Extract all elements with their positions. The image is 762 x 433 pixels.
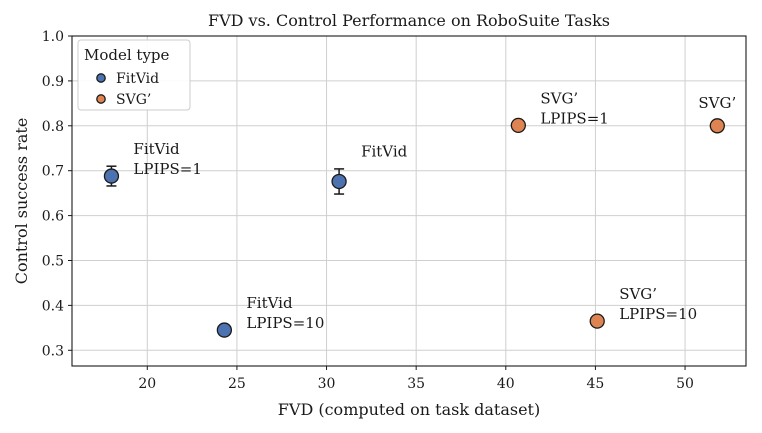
grid-lines xyxy=(72,35,746,366)
point-marker xyxy=(709,118,725,134)
point-annotation: SVG’ xyxy=(619,285,657,303)
point-annotation: FitVid xyxy=(361,142,408,160)
point-annotation: LPIPS=1 xyxy=(133,160,201,178)
x-tick-label: 35 xyxy=(407,376,425,392)
legend-svg-label: SVG’ xyxy=(116,92,151,108)
plot-frame xyxy=(71,35,747,367)
y-tick-label: 0.9 xyxy=(42,74,64,90)
point-annotation: SVG’ xyxy=(698,94,736,112)
axis-ticks: 20 25 30 35 40 45 50 0.3 0.4 0.5 0.6 0.7 0.8 0.9 1.0 xyxy=(42,29,694,392)
legend-svg-marker xyxy=(96,94,106,104)
legend-box xyxy=(77,39,191,111)
legend-fitvid-label: FitVid xyxy=(116,71,159,87)
y-tick-label: 0.3 xyxy=(42,343,64,359)
x-tick-label: 30 xyxy=(318,376,336,392)
y-tick-label: 0.8 xyxy=(42,119,64,135)
point-marker xyxy=(589,313,605,329)
data-point: SVG’ xyxy=(698,94,736,134)
legend: Model type FitVid SVG’ xyxy=(77,39,191,111)
chart-title: FVD vs. Control Performance on RoboSuite… xyxy=(208,11,610,30)
y-tick-label: 0.4 xyxy=(42,298,64,314)
point-marker xyxy=(510,117,526,133)
x-tick-label: 40 xyxy=(497,376,515,392)
data-point: FitVid xyxy=(331,142,408,195)
data-point: SVG’ LPIPS=10 xyxy=(589,285,697,329)
data-point: SVG’ LPIPS=1 xyxy=(510,89,609,133)
x-axis-label: FVD (computed on task dataset) xyxy=(278,400,540,419)
point-annotation: FitVid xyxy=(133,140,180,158)
point-annotation: LPIPS=10 xyxy=(246,314,324,332)
point-marker xyxy=(103,168,120,184)
y-tick-label: 1.0 xyxy=(42,29,64,45)
y-axis-label: Control success rate xyxy=(12,118,31,285)
x-tick-label: 50 xyxy=(676,376,694,392)
y-tick-label: 0.6 xyxy=(42,209,64,225)
data-point: FitVid LPIPS=10 xyxy=(216,294,324,338)
y-tick-label: 0.5 xyxy=(42,253,64,269)
y-tick-label: 0.7 xyxy=(42,164,64,180)
point-annotation: FitVid xyxy=(246,294,293,312)
data-points: FitVid LPIPS=1 FitVid LPIPS=10 FitVid SVG’ LPI… xyxy=(103,89,736,338)
x-tick-label: 25 xyxy=(228,376,246,392)
x-tick-label: 45 xyxy=(587,376,605,392)
point-annotation: LPIPS=1 xyxy=(540,109,608,127)
legend-title: Model type xyxy=(84,46,170,64)
point-annotation: LPIPS=10 xyxy=(619,305,697,323)
data-point: FitVid LPIPS=1 xyxy=(103,140,202,187)
point-marker xyxy=(331,173,347,190)
point-marker xyxy=(216,322,233,338)
point-annotation: SVG’ xyxy=(540,89,578,107)
legend-fitvid-marker xyxy=(96,73,106,83)
x-tick-label: 20 xyxy=(138,376,156,392)
